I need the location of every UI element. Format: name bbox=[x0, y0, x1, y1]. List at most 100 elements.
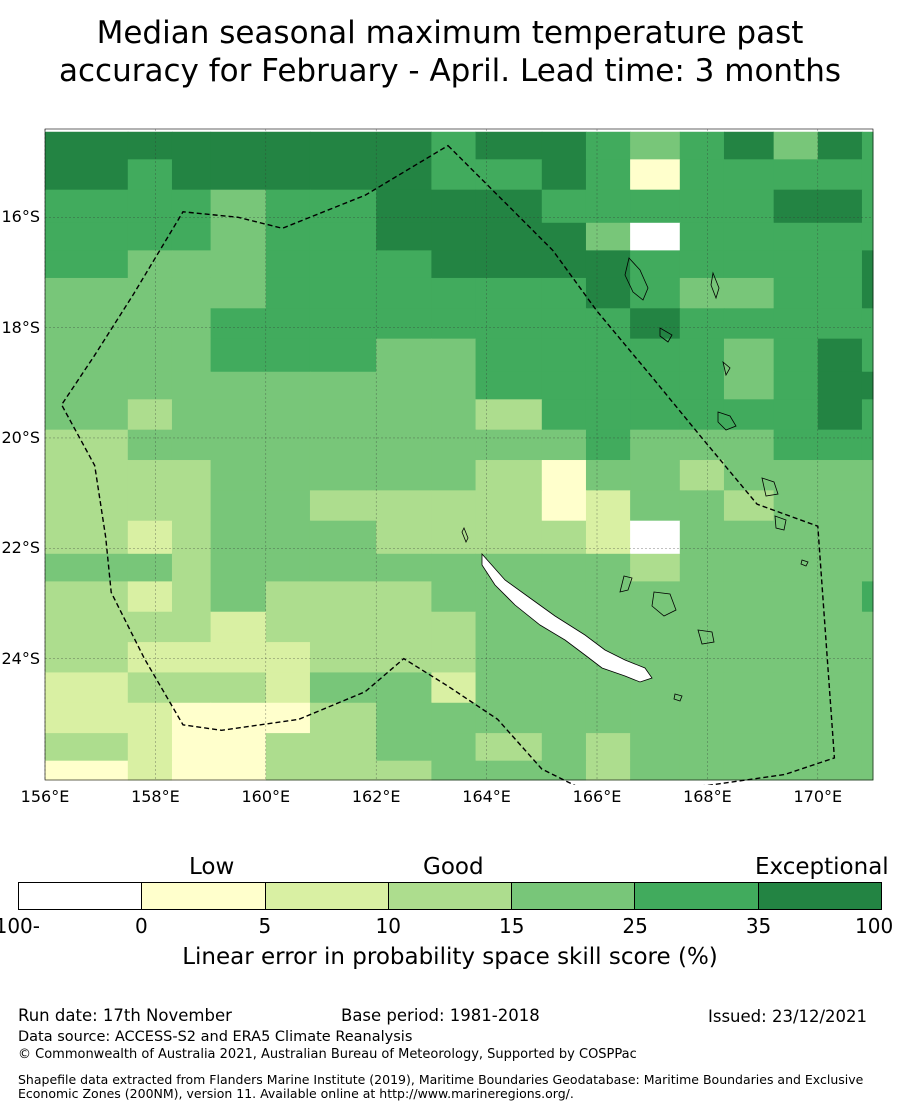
map-frame bbox=[44, 128, 874, 781]
grid-cell bbox=[431, 553, 477, 582]
grid-cell bbox=[127, 460, 173, 491]
grid-cell bbox=[127, 399, 173, 431]
grid-cell bbox=[679, 611, 725, 643]
grid-cell bbox=[773, 338, 819, 373]
grid-cell bbox=[585, 490, 631, 522]
grid-cell bbox=[679, 399, 725, 431]
grid-cell bbox=[723, 429, 775, 461]
grid-cell bbox=[45, 371, 129, 400]
grid-cell bbox=[127, 277, 173, 309]
grid-cell bbox=[475, 189, 543, 224]
grid-cell bbox=[127, 308, 173, 340]
grid-cell bbox=[265, 642, 311, 673]
grid-cell bbox=[773, 277, 819, 309]
grid-cell bbox=[210, 490, 267, 522]
grid-cell bbox=[475, 429, 543, 461]
grid-cell bbox=[585, 131, 631, 160]
grid-cell bbox=[585, 581, 631, 613]
new-caledonia-island bbox=[481, 552, 653, 683]
run-date: Run date: 17th November bbox=[18, 1006, 232, 1025]
grid-cell bbox=[817, 429, 863, 461]
grid-cell bbox=[376, 611, 432, 643]
grid-cell bbox=[376, 159, 432, 191]
grid-cell bbox=[630, 371, 681, 400]
grid-cell bbox=[723, 250, 775, 279]
grid-cell bbox=[127, 672, 173, 704]
grid-cell bbox=[171, 131, 212, 160]
latitude-label: 18°S bbox=[1, 317, 40, 337]
grid-cell bbox=[376, 520, 432, 555]
grid-cell bbox=[265, 222, 311, 251]
grid-cell bbox=[817, 702, 863, 734]
grid-cell bbox=[773, 460, 819, 491]
grid-cell bbox=[630, 429, 681, 461]
colorbar-tick-label: -100 bbox=[0, 914, 40, 938]
tanna-island bbox=[722, 360, 731, 377]
grid-cell bbox=[210, 250, 267, 279]
grid-cell bbox=[431, 429, 477, 461]
grid-cell bbox=[45, 733, 129, 762]
grid-cell bbox=[861, 642, 874, 673]
grid-cell bbox=[723, 159, 775, 191]
grid-cell bbox=[773, 222, 819, 251]
grid-cell bbox=[773, 371, 819, 400]
grid-cell bbox=[861, 159, 874, 191]
grid-cell bbox=[630, 733, 681, 762]
grid-cell bbox=[861, 338, 874, 373]
grid-cell bbox=[431, 399, 477, 431]
grid-cell bbox=[475, 702, 543, 734]
grid-cell bbox=[541, 250, 587, 279]
grid-cell bbox=[630, 702, 681, 734]
grid-cell bbox=[431, 371, 477, 400]
grid-cell bbox=[45, 581, 129, 613]
grid-cell bbox=[585, 611, 631, 643]
latitude-label: 22°S bbox=[1, 538, 40, 558]
shapefile-credit: Shapefile data extracted from Flanders M… bbox=[18, 1072, 864, 1101]
grid-cell bbox=[541, 159, 587, 191]
grid-cell bbox=[45, 672, 129, 704]
grid-cell bbox=[585, 371, 631, 400]
grid-cell bbox=[210, 642, 267, 673]
grid-cell bbox=[541, 308, 587, 340]
matthew-island bbox=[761, 477, 779, 497]
grid-cell bbox=[679, 702, 725, 734]
grid-cell bbox=[585, 222, 631, 251]
longitude-label: 162°E bbox=[351, 787, 401, 806]
grid-cell bbox=[45, 520, 129, 555]
grid-cell bbox=[171, 702, 212, 734]
grid-cell bbox=[817, 308, 863, 340]
grid-cell bbox=[679, 733, 725, 762]
grid-cell bbox=[376, 760, 432, 781]
grid-cell bbox=[127, 520, 173, 555]
grid-cell bbox=[475, 490, 543, 522]
grid-cell bbox=[723, 460, 775, 491]
grid-cell bbox=[585, 250, 631, 279]
grid-cell bbox=[171, 159, 212, 191]
grid-cell bbox=[475, 222, 543, 251]
grid-cell bbox=[265, 702, 311, 734]
grid-cell bbox=[679, 553, 725, 582]
grid-cell bbox=[861, 702, 874, 734]
grid-cell bbox=[171, 642, 212, 673]
grid-cell bbox=[431, 760, 477, 781]
grid-cell bbox=[265, 277, 311, 309]
grid-cell bbox=[475, 338, 543, 373]
grid-cell bbox=[45, 490, 129, 522]
grid-cell bbox=[541, 277, 587, 309]
grid-cell bbox=[475, 460, 543, 491]
grid-cell bbox=[773, 520, 819, 555]
grid-cell bbox=[210, 520, 267, 555]
grid-cell bbox=[723, 672, 775, 704]
grid-cell bbox=[541, 189, 587, 224]
grid-cell bbox=[210, 159, 267, 191]
copyright: © Commonwealth of Australia 2021, Austra… bbox=[18, 1047, 637, 1062]
colorbar-swatch bbox=[142, 883, 266, 909]
grid-cell bbox=[817, 520, 863, 555]
grid-cell bbox=[773, 429, 819, 461]
grid-cell bbox=[265, 371, 311, 400]
grid-cell bbox=[376, 338, 432, 373]
grid-cell bbox=[541, 429, 587, 461]
islands bbox=[461, 257, 809, 702]
grid-cell bbox=[861, 250, 874, 279]
grid-cell bbox=[171, 611, 212, 643]
